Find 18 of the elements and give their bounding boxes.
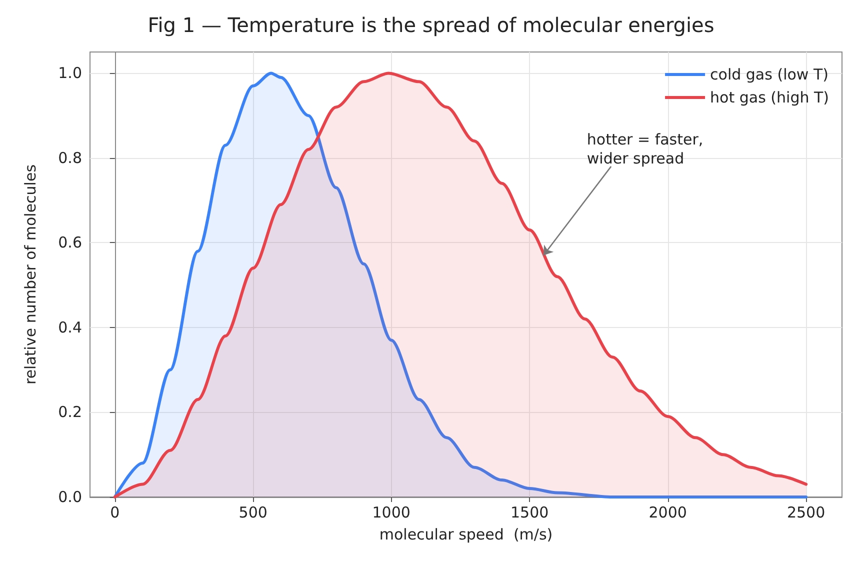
- x-tick-label: 500: [238, 504, 268, 522]
- x-tick-label: 0: [110, 504, 120, 522]
- legend-label: cold gas (low T): [710, 66, 828, 84]
- x-axis-title: molecular speed (m/s): [379, 526, 553, 544]
- annotation: hotter = faster, wider spread: [586, 130, 704, 168]
- y-tick-label: 0.0: [58, 488, 82, 506]
- y-tick-label: 1.0: [58, 64, 82, 82]
- x-tick-label: 1000: [372, 504, 410, 522]
- y-tick-label: 0.4: [58, 318, 82, 336]
- y-axis-title: relative number of molecules: [22, 164, 40, 385]
- legend-label: hot gas (high T): [710, 88, 829, 106]
- chart-title: Fig 1 — Temperature is the spread of molecular energies: [148, 13, 714, 37]
- y-tick-label: 0.2: [58, 403, 82, 422]
- y-tick-label: 0.8: [58, 148, 82, 167]
- y-tick-label: 0.6: [58, 234, 82, 252]
- x-tick-label: 1500: [510, 504, 549, 522]
- x-tick-label: 2000: [648, 504, 687, 522]
- x-tick-label: 2500: [786, 504, 826, 522]
